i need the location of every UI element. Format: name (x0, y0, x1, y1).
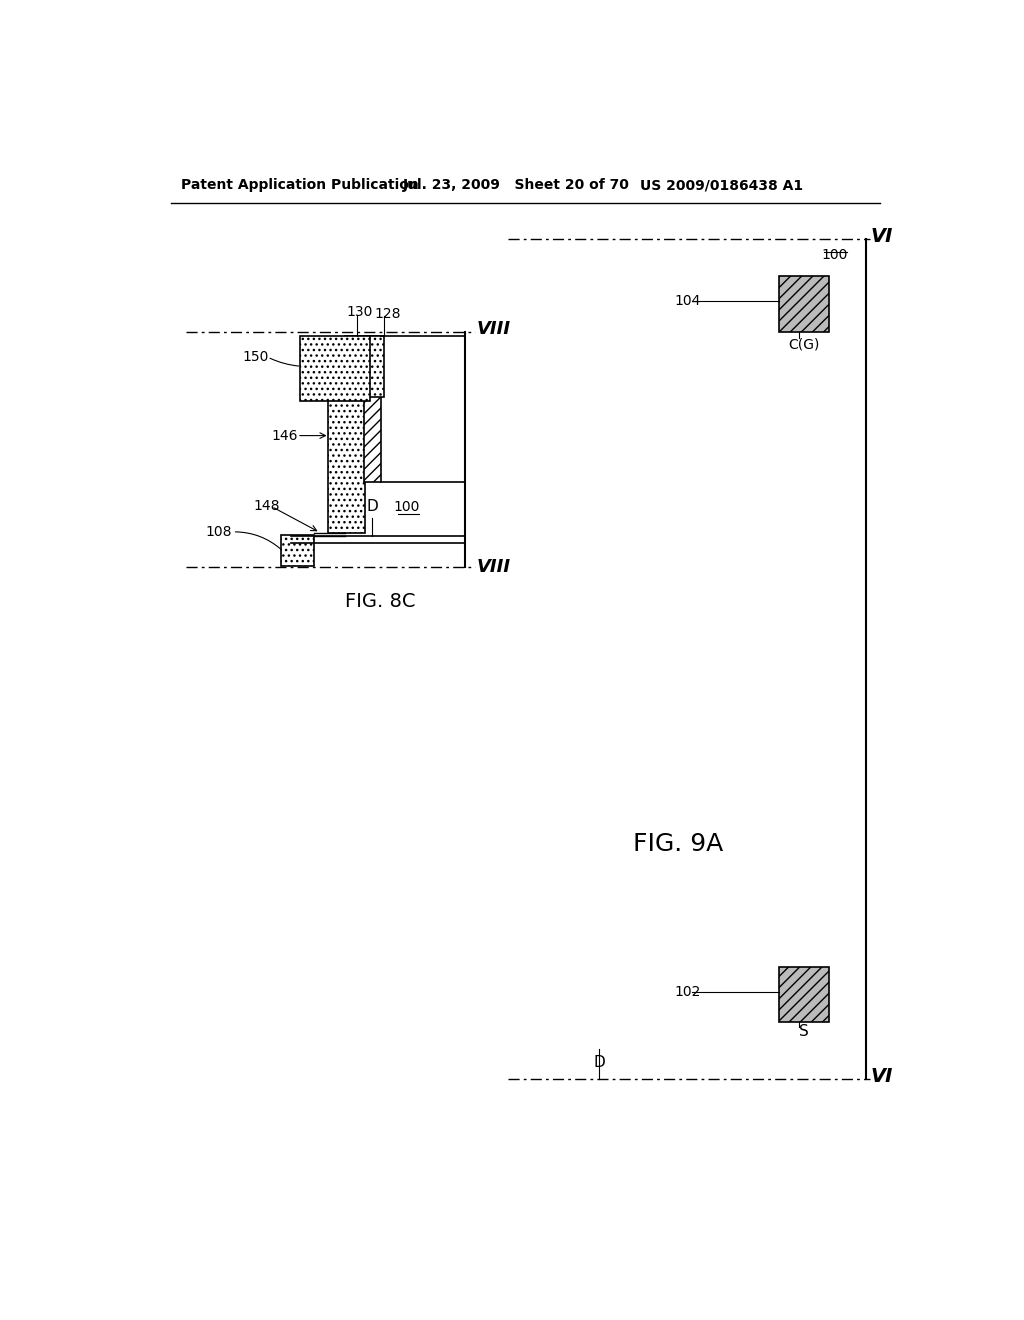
Text: VIII: VIII (477, 557, 511, 576)
Text: C(G): C(G) (788, 337, 819, 351)
Text: D: D (367, 499, 378, 515)
Text: VI: VI (870, 227, 893, 247)
Text: 100: 100 (394, 500, 420, 515)
Text: D: D (593, 1056, 605, 1071)
Text: 104: 104 (675, 294, 700, 308)
Bar (779, 276, 829, 331)
Bar (365, 335, 381, 482)
Bar (282, 535, 314, 566)
Text: 100: 100 (821, 248, 848, 263)
Text: FIG. 8C: FIG. 8C (345, 591, 415, 611)
Text: 128: 128 (375, 308, 401, 321)
Text: VI: VI (870, 1067, 893, 1086)
Text: 146: 146 (271, 429, 298, 442)
Text: S: S (799, 1024, 809, 1039)
Bar (779, 966, 829, 1022)
Text: 150: 150 (243, 350, 269, 364)
Bar (328, 397, 366, 533)
Text: US 2009/0186438 A1: US 2009/0186438 A1 (640, 178, 803, 193)
Bar (345, 335, 384, 397)
Text: 102: 102 (675, 985, 700, 998)
Text: 130: 130 (346, 305, 373, 319)
Text: FIG. 9A: FIG. 9A (633, 832, 723, 855)
Text: 108: 108 (206, 525, 232, 539)
Text: VIII: VIII (477, 321, 511, 338)
Text: Patent Application Publication: Patent Application Publication (180, 178, 419, 193)
Bar (300, 335, 370, 401)
Text: 148: 148 (254, 499, 280, 513)
Text: Jul. 23, 2009   Sheet 20 of 70: Jul. 23, 2009 Sheet 20 of 70 (403, 178, 630, 193)
